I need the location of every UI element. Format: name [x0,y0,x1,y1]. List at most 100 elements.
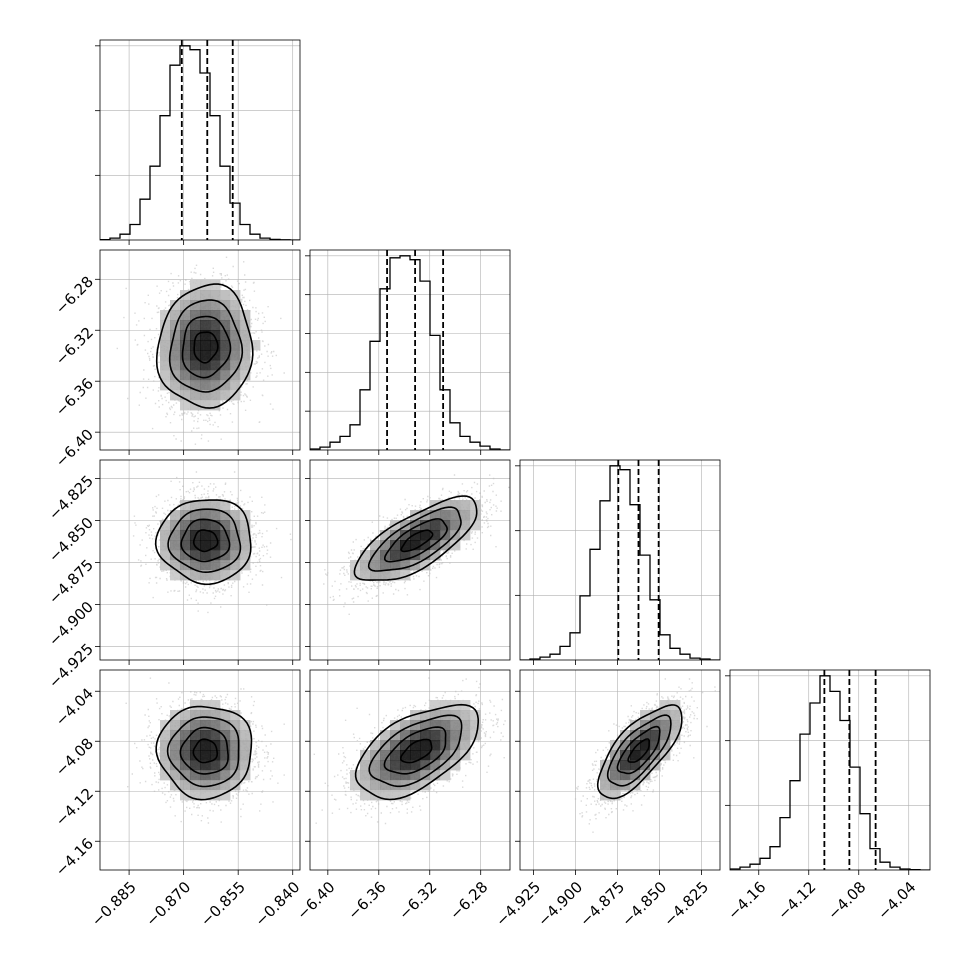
x-tick-label: −0.840 [251,878,303,930]
density-cell [400,720,411,731]
density-cell [430,710,441,721]
density-cell [190,700,201,711]
density-cell [230,740,241,751]
density-cell [180,400,191,411]
density-cell [170,560,181,571]
density-cell [240,520,251,531]
density-cell [370,760,381,771]
density-cell [200,540,211,551]
density-cell [200,570,211,581]
contour-line [384,518,448,563]
density-cell [430,700,441,711]
histogram-step [310,255,510,450]
density-cell [210,730,221,741]
density-cell [180,540,191,551]
contour-line [166,716,240,788]
density-cell [170,530,181,541]
density-cell [190,730,201,741]
density-cell [230,730,241,741]
density-cell [190,500,201,511]
y-tick-label: −6.40 [52,425,97,470]
density-cell [190,750,201,761]
density-cell [370,550,381,561]
density-cell [210,540,221,551]
x-tick-label: −6.40 [293,878,338,923]
density-cell [240,330,251,341]
density-cell [210,510,221,521]
density-cell [170,760,181,771]
density-cell [160,320,171,331]
density-cell [240,550,251,561]
density-cell [400,530,411,541]
density-cell [220,320,231,331]
density-cell [170,520,181,531]
density-cell [230,340,241,351]
x-tick-label: −4.825 [660,878,712,930]
density-cell [660,720,671,731]
density-cell [400,740,411,751]
density-cell [240,310,251,321]
density-cell [160,360,171,371]
density-cell [180,720,191,731]
density-cell [210,750,221,761]
x-tick-label: −4.12 [774,878,819,923]
density-cell [360,790,371,801]
panel-frame [99,39,301,241]
density-cell [220,570,231,581]
density-cell [230,750,241,761]
density-cell [220,360,231,371]
density-cell [390,720,401,731]
density-cell [190,320,201,331]
density-cell [450,520,461,531]
density-cell [400,730,411,741]
density-cell [470,520,481,531]
density-cell [210,770,221,781]
panel-frame [519,459,721,661]
panel-frame [309,669,511,871]
density-cell [180,370,191,381]
density-cell [200,760,211,771]
density-cell [240,320,251,331]
panel-1-2 [310,460,510,660]
density-cell [230,310,241,321]
density-cell [610,770,621,781]
contour-line [179,726,229,775]
density-cell [180,550,191,561]
density-cell [190,740,201,751]
density-cell [460,720,471,731]
density-cell [360,750,371,761]
density-cell [160,520,171,531]
density-cell [170,550,181,561]
contour-line [400,738,433,764]
density-cell [170,390,181,401]
density-cell [210,310,221,321]
density-cell [410,770,421,781]
density-cell [170,750,181,761]
density-cell [190,550,201,561]
y-tick-label: −4.900 [45,598,97,650]
y-tick-label: −6.36 [52,374,97,419]
density-cell [200,380,211,391]
y-tick-label: −4.08 [52,735,97,780]
density-cell [230,350,241,361]
contour-line [181,315,232,379]
hist-panel-2 [520,460,720,660]
density-cell [670,710,681,721]
density-cell [470,710,481,721]
density-cell [190,760,201,771]
density-cell [160,340,171,351]
density-cell [210,500,221,511]
density-cell [460,740,471,751]
contour-line [400,529,434,553]
density-cell [620,750,631,761]
density-cell [200,310,211,321]
density-cell [620,760,631,771]
density-cell [440,760,451,771]
density-cell [610,740,621,751]
y-tick-label: −4.16 [52,835,97,880]
density-cell [380,560,391,571]
density-cell [640,750,651,761]
density-cell [250,340,261,351]
density-cell [420,760,431,771]
density-cell [440,770,451,781]
